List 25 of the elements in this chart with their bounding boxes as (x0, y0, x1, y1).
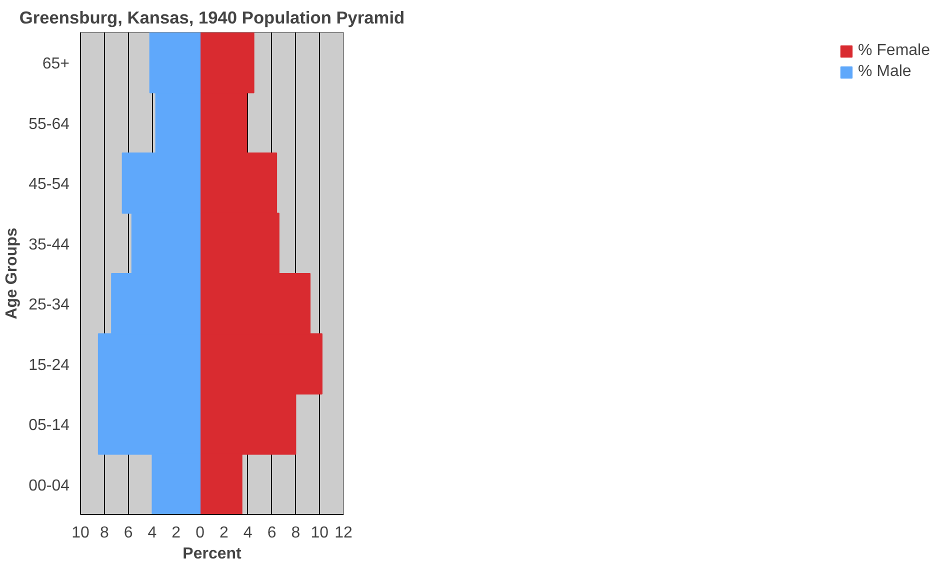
x-tick-label: 4 (148, 524, 157, 542)
y-tick-label: 65+ (42, 56, 70, 73)
x-tick-label: 6 (267, 524, 276, 542)
x-tick-label: 10 (310, 524, 329, 542)
chart-title: Greensburg, Kansas, 1940 Population Pyramid (19, 8, 405, 28)
x-tick-label: 12 (334, 524, 352, 542)
legend-label: % Male (858, 63, 912, 81)
y-tick-label: 00-04 (28, 477, 70, 494)
legend-label: % Female (858, 42, 930, 60)
x-tick-label: 8 (100, 524, 109, 542)
y-tick-label: 45-54 (28, 176, 70, 194)
y-tick-label: 25-34 (28, 296, 70, 314)
y-tick-label: 35-44 (28, 236, 70, 254)
y-tick-label: 05-14 (28, 417, 70, 434)
x-axis-title: Percent (182, 546, 242, 562)
x-tick-label: 6 (124, 524, 133, 542)
x-tick-label: 0 (196, 524, 205, 542)
x-tick-label: 8 (291, 524, 300, 542)
x-tick-label: 2 (220, 524, 229, 542)
x-tick-label: 10 (72, 524, 90, 542)
x-tick-label: 2 (172, 524, 181, 542)
y-axis-title: Age Groups (4, 228, 21, 320)
y-tick-label: 15-24 (28, 356, 70, 374)
x-tick-label: 4 (243, 524, 252, 542)
y-tick-label: 55-64 (28, 116, 70, 133)
